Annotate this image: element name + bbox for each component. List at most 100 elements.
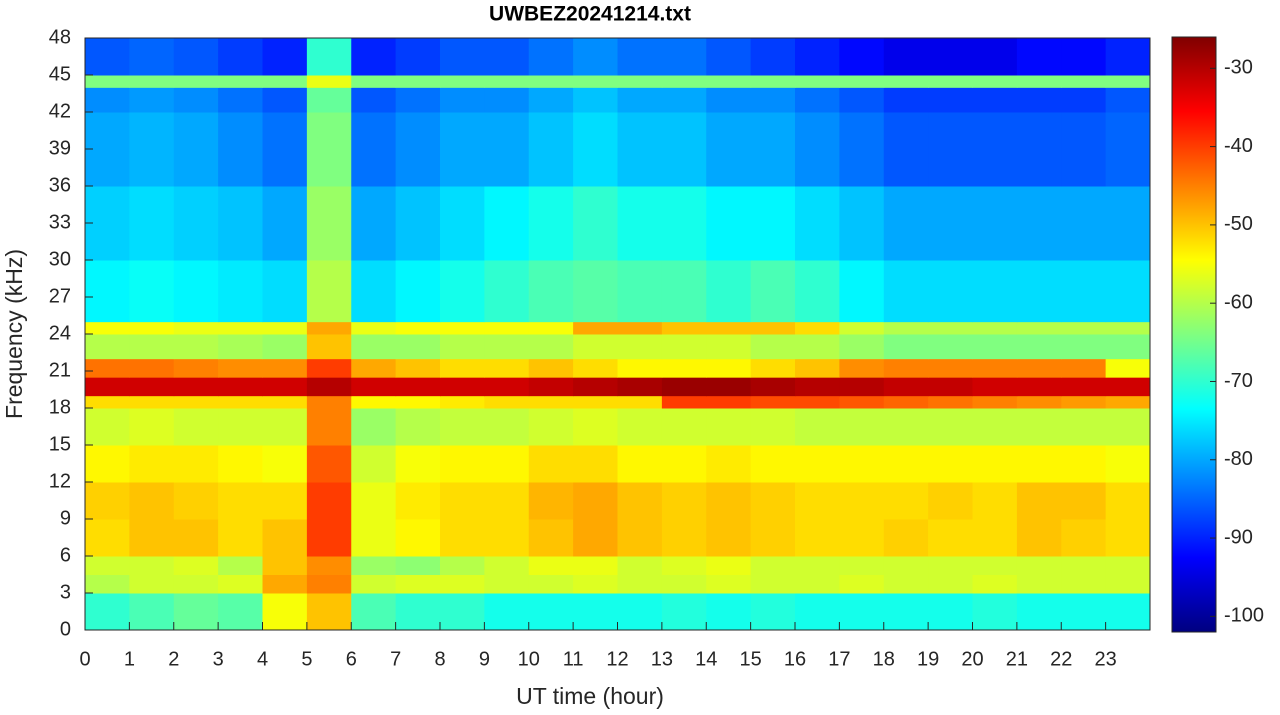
heatmap-cell [573,38,618,76]
heatmap-cell [440,445,485,483]
heatmap-cell [306,593,352,631]
y-tick-label: 39 [49,137,71,159]
heatmap-cell [661,574,707,594]
heatmap-cell [395,260,441,323]
heatmap-cell [795,75,840,88]
heatmap-cell [573,519,618,557]
heatmap-cell [484,186,530,261]
heatmap-cell [883,112,929,187]
heatmap-cell [440,556,485,575]
heatmap-cell [928,482,973,520]
heatmap-cell [85,321,130,335]
heatmap-cell [395,186,441,261]
heatmap-cell [351,556,397,575]
heatmap-cell [750,87,796,113]
heatmap-cell [218,260,263,323]
heatmap-cell [795,519,840,557]
heatmap-cell [928,408,973,446]
heatmap-cell [129,395,175,409]
heatmap-cell [351,445,397,483]
heatmap-cell [262,482,308,520]
heatmap-cell [1016,377,1062,397]
heatmap-cell [883,445,929,483]
heatmap-cell [351,482,397,520]
heatmap-cell [173,482,219,520]
heatmap-cell [484,260,530,323]
heatmap-cell [440,87,485,113]
heatmap-cell [839,556,885,575]
heatmap-cell [883,519,929,557]
heatmap-cell [85,556,130,575]
heatmap-cell [306,358,352,378]
heatmap-cell [306,334,352,360]
x-tick-label: 2 [168,648,179,670]
heatmap-cell [661,186,707,261]
heatmap-cell [795,334,840,360]
heatmap-cell [351,519,397,557]
heatmap-cell [750,112,796,187]
x-tick-label: 6 [346,648,357,670]
heatmap-cell [1016,408,1062,446]
heatmap-cell [440,593,485,631]
heatmap-cell [440,75,485,88]
heatmap-cell [528,186,574,261]
heatmap-cell [928,321,973,335]
heatmap-cell [440,377,485,397]
heatmap-cell [1105,334,1151,360]
heatmap-cell [484,482,530,520]
heatmap-cell [617,408,663,446]
heatmap-cell [85,445,130,483]
heatmap-cell [484,38,530,76]
heatmap-cell [617,358,663,378]
heatmap-cell [750,75,796,88]
heatmap-cell [617,377,663,397]
heatmap-cell [173,574,219,594]
heatmap-cell [839,593,885,631]
heatmap-cell [1016,574,1062,594]
heatmap-cell [395,395,441,409]
heatmap-cell [262,445,308,483]
heatmap-cell [484,377,530,397]
heatmap-cell [306,445,352,483]
heatmap-cell [306,377,352,397]
x-tick-label: 13 [651,648,673,670]
colorbar [1171,36,1217,633]
y-tick-label: 24 [49,322,71,344]
heatmap-cell [750,593,796,631]
heatmap-cell [173,377,219,397]
y-tick-label: 36 [49,174,71,196]
heatmap-cell [262,260,308,323]
heatmap-cell [218,87,263,113]
colorbar-tick-label: -30 [1224,57,1253,79]
heatmap-cell [129,186,175,261]
heatmap-cell [1016,519,1062,557]
heatmap-cell [173,358,219,378]
heatmap-cell [218,334,263,360]
colorbar-tick-label: -50 [1224,213,1253,235]
heatmap-cell [750,445,796,483]
heatmap-cell [883,186,929,261]
heatmap-cell [750,260,796,323]
heatmap-cell [573,482,618,520]
y-tick-label: 18 [49,396,71,418]
heatmap-cell [351,260,397,323]
heatmap-cell [484,358,530,378]
x-tick-label: 16 [784,648,806,670]
heatmap-cell [218,38,263,76]
heatmap-cell [883,75,929,88]
y-tick-label: 6 [60,544,71,566]
heatmap-cell [1105,377,1151,397]
heatmap-cell [262,395,308,409]
y-tick-label: 15 [49,433,71,455]
y-tick-label: 3 [60,581,71,603]
heatmap-cell [928,112,973,187]
heatmap-cell [173,445,219,483]
heatmap-cell [262,334,308,360]
heatmap-cell [1061,445,1107,483]
heatmap-cell [1105,482,1151,520]
heatmap-cell [661,75,707,88]
heatmap-cell [1105,519,1151,557]
heatmap-cell [883,408,929,446]
